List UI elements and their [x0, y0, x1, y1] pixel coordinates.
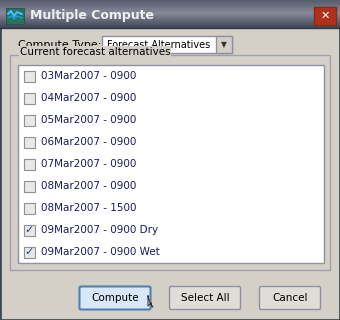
Bar	[10, 55, 330, 270]
Bar	[102, 36, 232, 53]
Text: Current forecast alternatives: Current forecast alternatives	[20, 47, 171, 57]
Text: ✕: ✕	[320, 11, 330, 21]
Text: ✓: ✓	[25, 247, 34, 257]
Bar	[24, 70, 35, 82]
Text: 05Mar2007 - 0900: 05Mar2007 - 0900	[41, 115, 136, 125]
Bar	[24, 225, 35, 236]
Bar	[24, 246, 35, 258]
Polygon shape	[148, 296, 153, 307]
Bar	[24, 92, 35, 103]
Text: 08Mar2007 - 0900: 08Mar2007 - 0900	[41, 181, 136, 191]
Bar	[24, 137, 35, 148]
Bar	[314, 7, 336, 25]
Text: 06Mar2007 - 0900: 06Mar2007 - 0900	[41, 137, 136, 147]
Text: Select All: Select All	[181, 293, 229, 303]
Text: ▼: ▼	[221, 40, 227, 49]
Text: Compute Type:: Compute Type:	[18, 40, 101, 50]
Bar	[24, 203, 35, 213]
Text: 04Mar2007 - 0900: 04Mar2007 - 0900	[41, 93, 136, 103]
Text: 07Mar2007 - 0900: 07Mar2007 - 0900	[41, 159, 136, 169]
Text: 03Mar2007 - 0900: 03Mar2007 - 0900	[41, 71, 136, 81]
Bar	[6, 8, 24, 24]
Bar	[216, 36, 232, 53]
Text: 09Mar2007 - 0900 Wet: 09Mar2007 - 0900 Wet	[41, 247, 160, 257]
Text: 09Mar2007 - 0900 Dry: 09Mar2007 - 0900 Dry	[41, 225, 158, 235]
Text: Cancel: Cancel	[272, 293, 308, 303]
FancyBboxPatch shape	[259, 286, 321, 309]
Bar	[24, 180, 35, 191]
Text: 08Mar2007 - 1500: 08Mar2007 - 1500	[41, 203, 136, 213]
FancyBboxPatch shape	[80, 286, 151, 309]
Text: ✓: ✓	[25, 225, 34, 235]
Bar	[24, 115, 35, 125]
Bar	[24, 158, 35, 170]
Text: Forecast Alternatives: Forecast Alternatives	[107, 39, 210, 50]
FancyBboxPatch shape	[170, 286, 240, 309]
Text: Compute: Compute	[91, 293, 139, 303]
Text: Multiple Compute: Multiple Compute	[30, 10, 154, 22]
Bar	[18, 65, 324, 263]
